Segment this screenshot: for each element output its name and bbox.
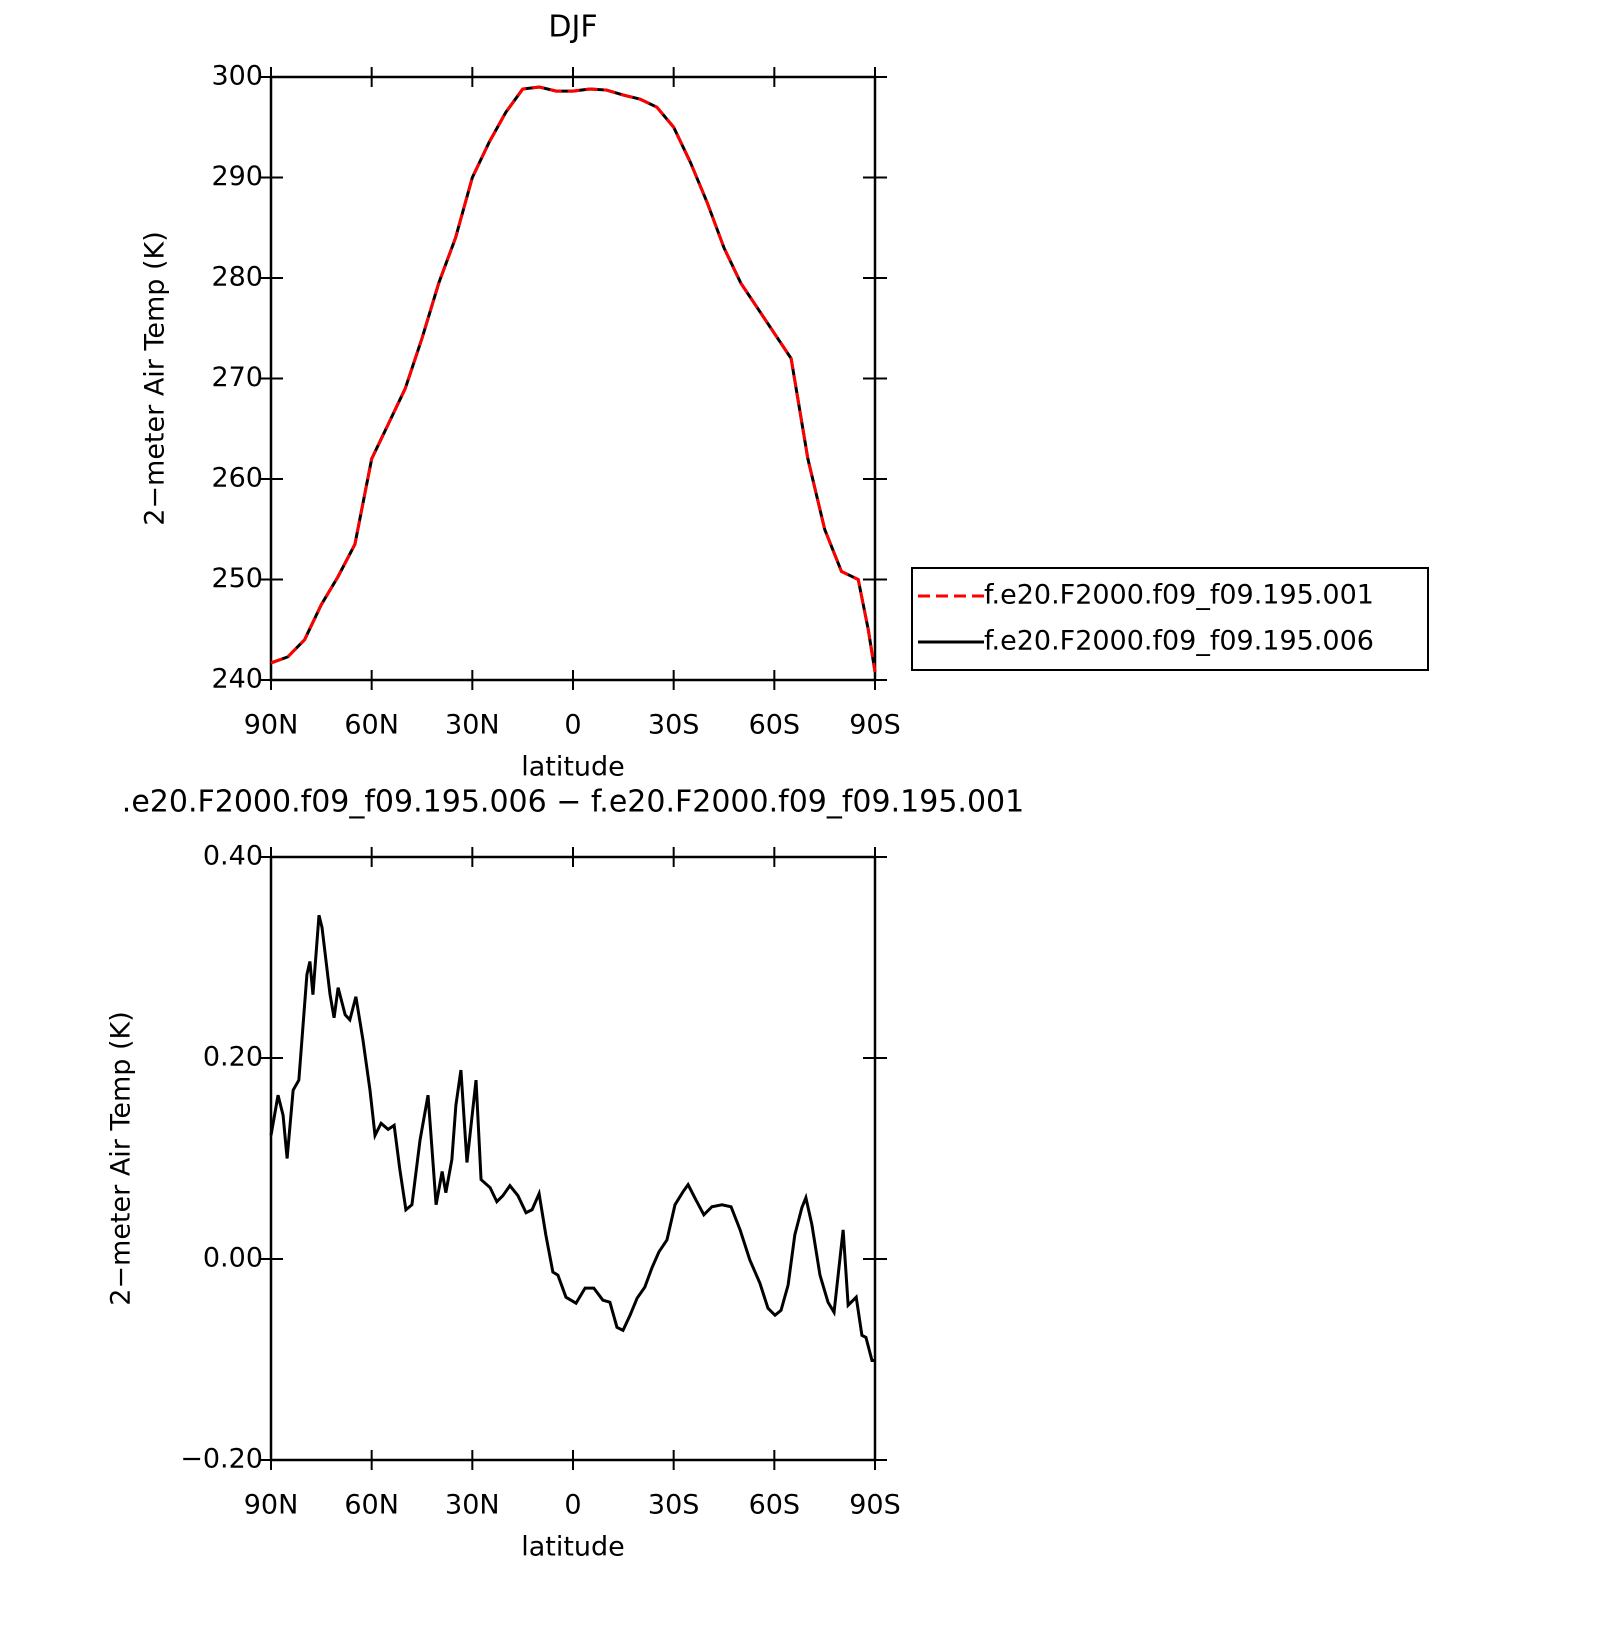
y-axis-label: 2−meter Air Temp (K) [106,1011,137,1306]
y-axis-label: 2−meter Air Temp (K) [140,231,171,526]
x-tick-label: 60S [749,1490,801,1521]
legend-label: f.e20.F2000.f09_f09.195.001 [984,580,1374,611]
plot-frame [269,75,877,682]
data-line [270,85,877,673]
y-tick-label: 240 [211,664,263,695]
y-tick-label: 260 [211,463,263,494]
y-tick-label: 270 [211,362,263,393]
data-line [270,85,877,673]
x-tick-label: 30S [648,1490,700,1521]
x-tick-label: 0 [564,710,581,741]
y-tick-label: 0.40 [203,841,263,872]
chart-title: DJF [548,10,597,45]
y-tick-label: 0.20 [203,1042,263,1073]
y-tick-label: 280 [211,262,263,293]
y-tick-label: 0.00 [203,1243,263,1274]
x-tick-label: 90N [244,1490,299,1521]
x-tick-label: 30N [445,710,500,741]
x-axis-label: latitude [521,1532,625,1563]
y-tick-label: 250 [211,563,263,594]
x-tick-label: 0 [564,1490,581,1521]
x-tick-label: 30S [648,710,700,741]
data-line [269,914,875,1363]
chart-title: .e20.F2000.f09_f09.195.006 − f.e20.F2000… [122,785,1024,820]
y-tick-label: 290 [211,161,263,192]
x-tick-label: 60N [344,710,399,741]
y-tick-label: 300 [211,61,263,92]
x-tick-label: 60S [749,710,801,741]
legend-box [911,567,1429,671]
plot-frame [269,855,877,1462]
x-tick-label: 30N [445,1490,500,1521]
x-tick-label: 90S [849,710,901,741]
x-tick-label: 90N [244,710,299,741]
x-tick-label: 60N [344,1490,399,1521]
x-axis-label: latitude [521,752,625,783]
x-tick-label: 90S [849,1490,901,1521]
legend-label: f.e20.F2000.f09_f09.195.006 [984,626,1374,657]
y-tick-label: −0.20 [180,1444,263,1475]
